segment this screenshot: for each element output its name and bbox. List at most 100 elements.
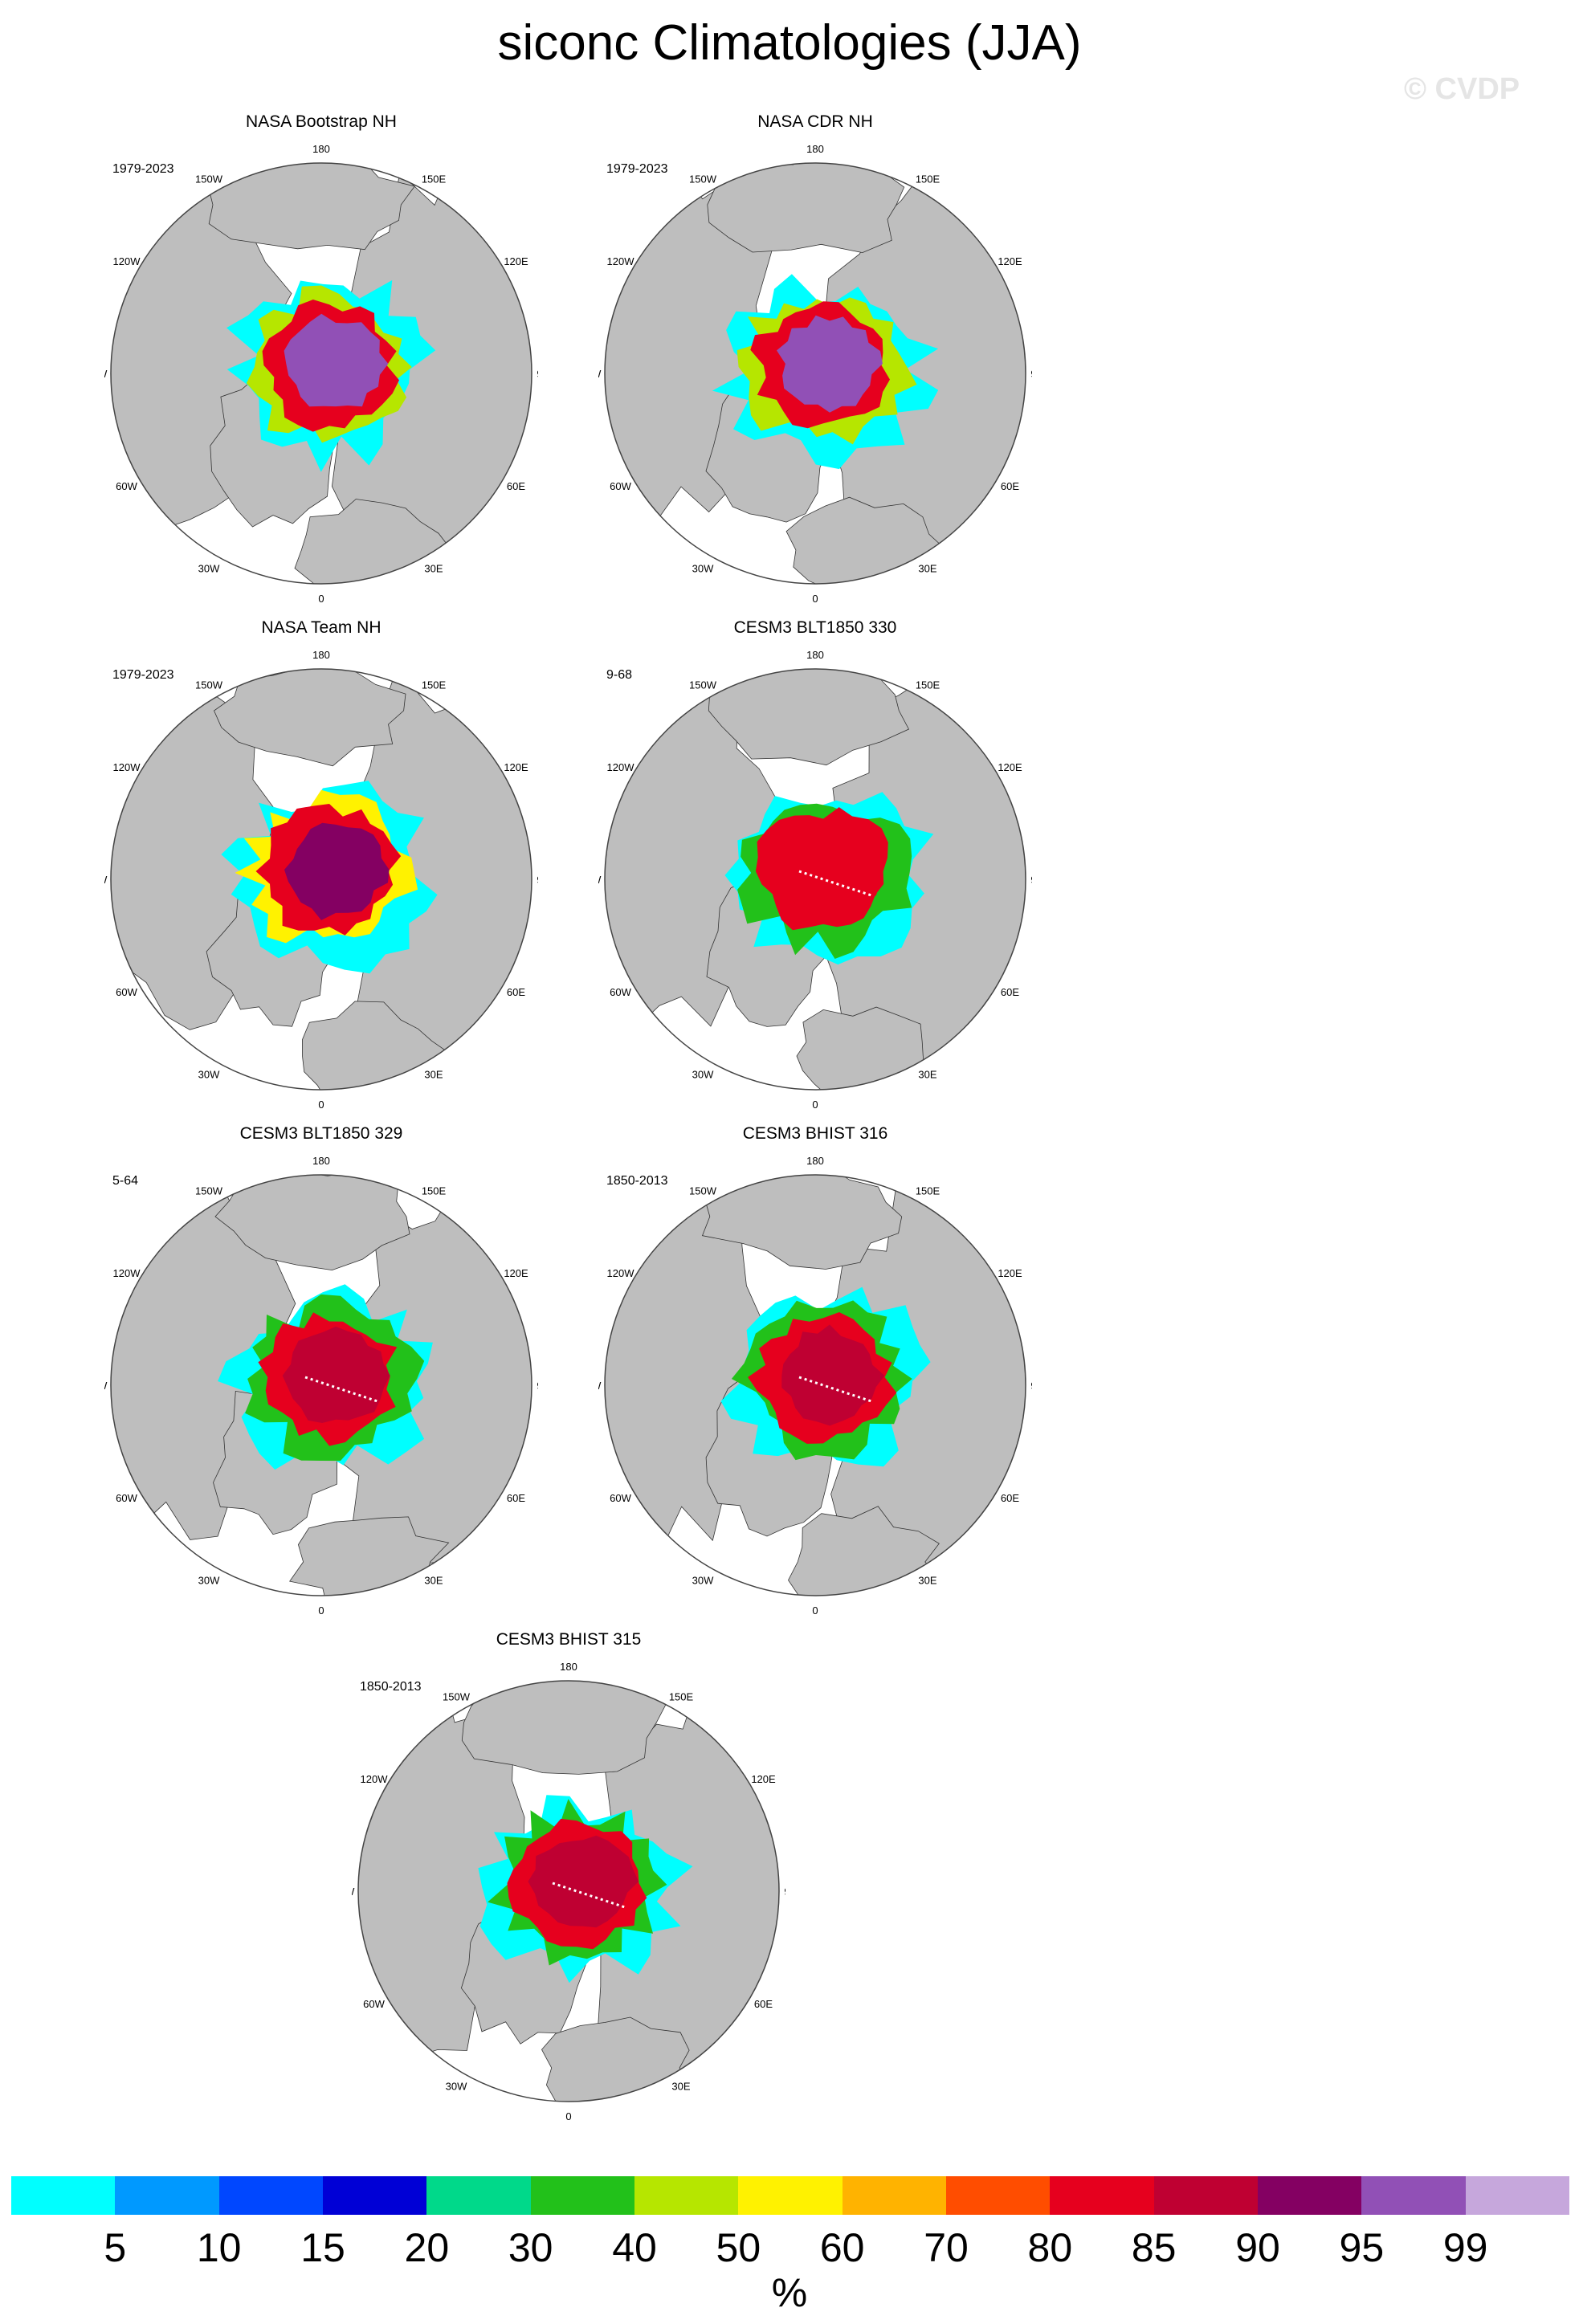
longitude-label: 90E <box>537 368 538 380</box>
colorbar-swatch <box>115 2176 219 2215</box>
longitude-label: 150E <box>669 1691 694 1703</box>
longitude-label: 60W <box>363 1998 385 2010</box>
longitude-label: 150E <box>916 679 940 691</box>
colorbar-swatch <box>1050 2176 1154 2215</box>
land-mass <box>214 669 406 767</box>
longitude-label: 150E <box>422 173 447 186</box>
longitude-label: 120E <box>998 1267 1022 1279</box>
longitude-label: 150E <box>422 1185 447 1197</box>
panel-period: 1979-2023 <box>112 162 174 176</box>
longitude-label: 90W <box>598 874 602 886</box>
longitude-label: 30W <box>692 1575 714 1587</box>
polar-stereographic-map: 180 150E 120E 90E 60E 30E 0 30W 60W 90W 120W 150W <box>104 1155 538 1617</box>
longitude-label: 120E <box>504 1267 528 1279</box>
longitude-label: 60E <box>1001 1492 1019 1504</box>
longitude-label: 120E <box>751 1773 776 1785</box>
map-boundary <box>604 1174 1026 1596</box>
colorbar-swatch <box>1361 2176 1466 2215</box>
colorbar-swatch <box>11 2176 116 2215</box>
longitude-label: 30E <box>424 563 443 575</box>
longitude-label: 90W <box>104 368 108 380</box>
map-boundary <box>110 162 532 585</box>
longitude-label: 120E <box>998 255 1022 267</box>
colorbar-swatch <box>426 2176 531 2215</box>
longitude-label: 150W <box>689 679 717 691</box>
longitude-label: 60E <box>507 480 525 492</box>
longitude-label: 120W <box>113 761 141 773</box>
land-mass <box>707 163 905 254</box>
longitude-label: 90W <box>104 874 108 886</box>
longitude-label: 0 <box>812 593 818 605</box>
longitude-label: 60W <box>116 480 137 492</box>
colorbar-tick-label: 10 <box>196 2225 242 2270</box>
map-panel: NASA Bootstrap NH 1979-2023 180 150E 120E 90E… <box>104 112 747 626</box>
longitude-label: 60W <box>610 480 631 492</box>
sea-ice-concentration-field <box>282 1326 390 1423</box>
longitude-label: 30W <box>198 1575 220 1587</box>
longitude-label: 30E <box>424 1575 443 1587</box>
colorbar-swatch <box>634 2176 739 2215</box>
longitude-label: 30E <box>918 1575 936 1587</box>
colorbar-tick-label: 80 <box>1027 2225 1073 2270</box>
longitude-label: 30W <box>446 2081 467 2093</box>
longitude-label: 60E <box>1001 986 1019 998</box>
longitude-label: 60E <box>1001 480 1019 492</box>
map-panel: CESM3 BHIST 315 1850-2013 180 150E 120E 90E 60… <box>352 1630 994 2144</box>
longitude-label: 180 <box>560 1661 577 1673</box>
longitude-label: 90E <box>1030 1380 1032 1392</box>
colorbar-tick-label: 60 <box>819 2225 865 2270</box>
colorbar-tick-label: 20 <box>404 2225 450 2270</box>
longitude-label: 0 <box>318 593 324 605</box>
longitude-label: 150W <box>689 1185 717 1197</box>
longitude-label: 90E <box>1030 368 1032 380</box>
longitude-label: 90E <box>537 1380 538 1392</box>
panel-title: NASA Team NH <box>261 618 381 637</box>
longitude-label: 120W <box>113 255 141 267</box>
longitude-label: 30E <box>671 2081 690 2093</box>
longitude-label: 30W <box>692 1069 714 1081</box>
longitude-label: 150E <box>422 679 447 691</box>
longitude-label: 180 <box>806 1155 824 1167</box>
land-mass <box>207 163 415 251</box>
longitude-label: 30W <box>198 563 220 575</box>
longitude-label: 60E <box>754 1998 773 2010</box>
watermark: © CVDP <box>1404 72 1520 106</box>
longitude-label: 90W <box>598 368 602 380</box>
longitude-label: 120W <box>113 1267 141 1279</box>
colorbar-swatch <box>1465 2176 1569 2215</box>
sea-ice-concentration-field <box>528 1835 639 1928</box>
sea-ice-concentration-field <box>781 1324 885 1426</box>
colorbar-swatch <box>1153 2176 1258 2215</box>
colorbar-swatch <box>945 2176 1051 2215</box>
land-mass <box>461 1681 667 1775</box>
polar-stereographic-map: 180 150E 120E 90E 60E 30E 0 30W 60W 90W 120W 150W <box>598 649 1032 1111</box>
longitude-label: 150W <box>689 173 717 186</box>
longitude-label: 180 <box>312 649 330 661</box>
colorbar-labels: 5 10 15 20 30 40 50 60 70 80 85 90 95 99 <box>0 2224 1579 2273</box>
longitude-label: 180 <box>806 143 824 155</box>
longitude-label: 180 <box>806 649 824 661</box>
longitude-label: 150W <box>195 1185 223 1197</box>
map-boundary <box>604 668 1026 1091</box>
colorbar-swatch <box>530 2176 634 2215</box>
map-panel: NASA CDR NH 1979-2023 180 150E 120E 90E 60E 30E… <box>598 112 1241 626</box>
longitude-label: 150W <box>443 1691 471 1703</box>
polar-stereographic-map: 180 150E 120E 90E 60E 30E 0 30W 60W 90W 120W 150W <box>352 1661 785 2122</box>
panel-title: CESM3 BLT1850 330 <box>733 618 897 637</box>
longitude-label: 120E <box>998 761 1022 773</box>
colorbar-tick-label: 99 <box>1442 2225 1488 2270</box>
colorbar-tick-label: 90 <box>1235 2225 1280 2270</box>
transect-line <box>304 1376 378 1403</box>
map-boundary <box>110 1174 532 1596</box>
colorbar-tick-label: 5 <box>104 2225 127 2270</box>
colorbar-tick-label: 15 <box>300 2225 345 2270</box>
map-boundary <box>604 162 1026 585</box>
longitude-label: 30W <box>692 563 714 575</box>
longitude-label: 180 <box>312 1155 330 1167</box>
longitude-label: 150E <box>916 173 940 186</box>
longitude-label: 60W <box>610 1492 631 1504</box>
polar-stereographic-map: 180 150E 120E 90E 60E 30E 0 30W 60W 90W 120W 150W <box>598 143 1032 605</box>
longitude-label: 0 <box>812 1099 818 1111</box>
colorbar-tick-label: 30 <box>508 2225 553 2270</box>
colorbar-tick-label: 85 <box>1131 2225 1177 2270</box>
